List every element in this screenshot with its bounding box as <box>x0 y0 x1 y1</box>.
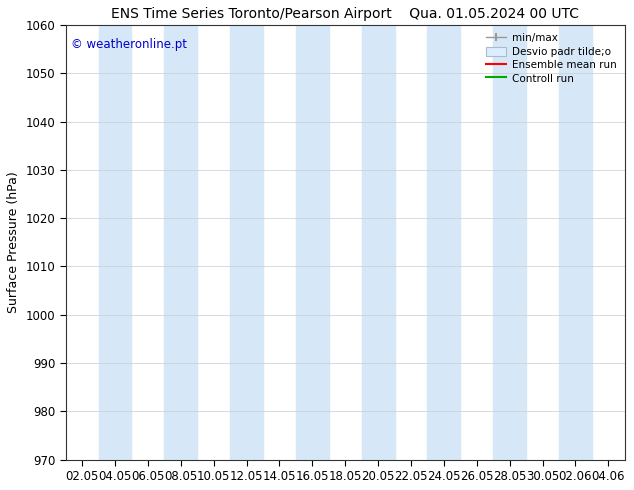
Bar <box>230 25 263 460</box>
Bar <box>98 25 131 460</box>
Y-axis label: Surface Pressure (hPa): Surface Pressure (hPa) <box>7 172 20 313</box>
Legend: min/max, Desvio padr tilde;o, Ensemble mean run, Controll run: min/max, Desvio padr tilde;o, Ensemble m… <box>482 30 619 87</box>
Bar <box>427 25 460 460</box>
Bar <box>164 25 197 460</box>
Text: © weatheronline.pt: © weatheronline.pt <box>71 38 187 51</box>
Bar <box>559 25 592 460</box>
Bar <box>493 25 526 460</box>
Bar <box>361 25 394 460</box>
Title: ENS Time Series Toronto/Pearson Airport    Qua. 01.05.2024 00 UTC: ENS Time Series Toronto/Pearson Airport … <box>111 7 579 21</box>
Bar <box>296 25 329 460</box>
